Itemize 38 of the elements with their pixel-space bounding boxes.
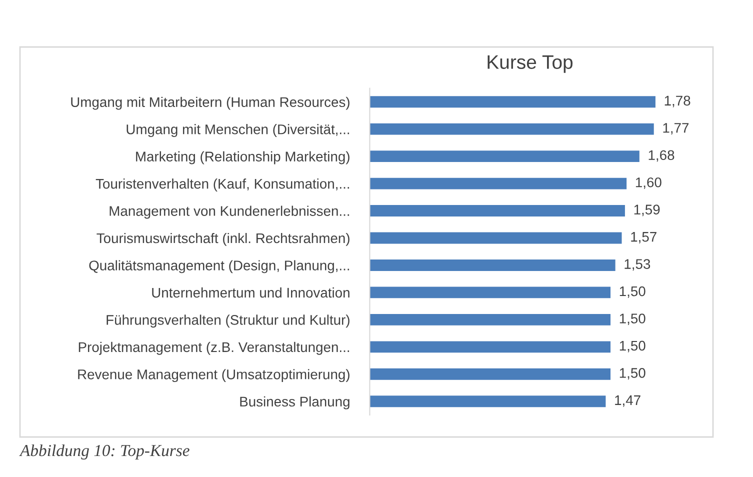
y-tick-label: Qualitätsmanagement (Design, Planung,...	[89, 260, 350, 274]
data-label: 1,50	[620, 314, 646, 326]
bar	[370, 178, 627, 190]
data-label: 1,60	[636, 177, 662, 189]
data-label: 1,68	[648, 150, 674, 162]
y-tick-label: Management von Kundenerlebnissen...	[110, 206, 350, 219]
bar	[370, 205, 625, 216]
y-tick-label: Tourismuswirtschaft (inkl. Rechtsrahmen)	[96, 232, 350, 246]
bar	[370, 368, 611, 380]
bar	[370, 232, 622, 244]
y-tick-label: Revenue Management (Umsatzoptimierung)	[78, 369, 350, 382]
data-label: 1,50	[620, 368, 646, 380]
text: Abbildung 10: Top-Kurse	[19, 444, 190, 460]
y-tick-label: Marketing (Relationship Marketing)	[136, 151, 350, 164]
data-label: 1,50	[620, 340, 646, 352]
data-label: 1,78	[664, 96, 690, 108]
data-label: 1,50	[620, 286, 646, 298]
data-label: 1,47	[615, 395, 640, 407]
bar	[370, 396, 606, 408]
bar	[370, 260, 616, 271]
data-label: 1,59	[634, 204, 660, 216]
data-label: 1,53	[624, 259, 650, 271]
data-label: 1,57	[631, 232, 656, 244]
bar	[370, 286, 611, 298]
data-label: 1,77	[663, 123, 689, 134]
y-tick-label: Touristenverhalten (Kauf, Konsumation,...	[96, 178, 350, 192]
bar	[370, 341, 611, 353]
y-tick-label: Business Planung	[240, 396, 350, 410]
bar	[370, 123, 654, 135]
y-tick-label: Führungsverhalten (Struktur und Kultur)	[106, 314, 350, 328]
y-tick-label: Umgang mit Mitarbeitern (Human Resources)	[71, 96, 350, 110]
bar	[370, 96, 656, 108]
y-tick-label: Umgang mit Menschen (Diversität,...	[126, 124, 350, 138]
chart-title: Kurse Top	[488, 55, 573, 73]
bar	[370, 314, 611, 326]
y-tick-label: Projektmanagement (z.B. Veranstaltungen...	[78, 342, 350, 355]
bar	[370, 150, 640, 162]
y-tick-label: Unternehmertum und Innovation	[152, 287, 350, 298]
